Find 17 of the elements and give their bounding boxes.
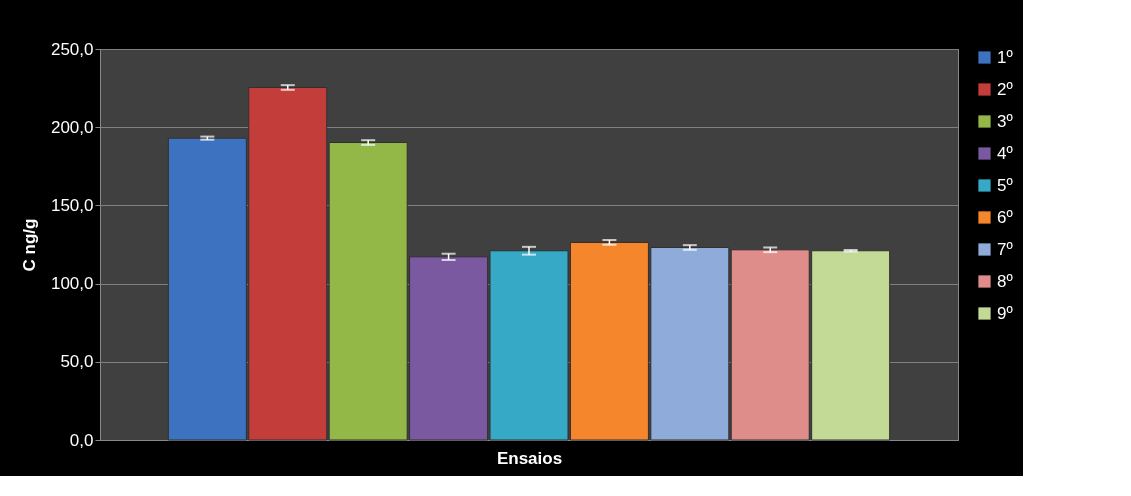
legend-label: 3º: [997, 111, 1013, 131]
legend-label: 4º: [997, 143, 1013, 163]
legend-label: 8º: [997, 271, 1013, 291]
legend-label: 9º: [997, 303, 1013, 323]
legend-label: 2º: [997, 79, 1013, 99]
y-tick-label: 100,0: [50, 274, 94, 294]
legend-label: 5º: [997, 175, 1013, 195]
y-tick-label: 200,0: [50, 117, 94, 137]
legend-label: 1º: [997, 47, 1013, 67]
y-tick-label: 0,0: [69, 430, 94, 450]
legend-label: 7º: [997, 239, 1013, 259]
y-tick-label: 150,0: [50, 195, 94, 215]
x-axis-title: Ensaios: [496, 448, 563, 468]
y-tick-label: 50,0: [60, 352, 94, 372]
legend-label: 6º: [997, 207, 1013, 227]
y-axis-title: C ng/g: [19, 218, 39, 272]
y-tick-label: 250,0: [50, 39, 94, 59]
